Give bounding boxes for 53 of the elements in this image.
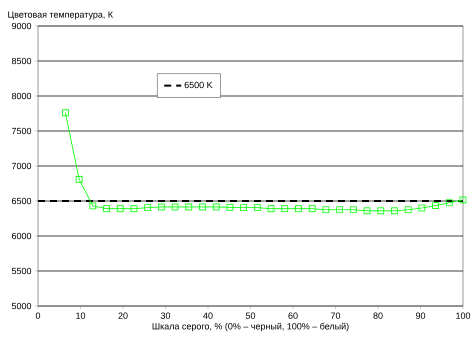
x-tick-label: 0 <box>36 312 40 319</box>
legend-label: 6500 K <box>184 82 212 88</box>
point <box>144 204 152 212</box>
y-tick-label: 7000 <box>12 162 32 170</box>
point <box>308 205 316 212</box>
point <box>391 207 398 214</box>
point <box>254 204 261 212</box>
y-tick-label: 8000 <box>12 92 32 100</box>
point <box>185 204 192 210</box>
y-tick-label: 5000 <box>12 302 32 310</box>
x-tick-label: 40 <box>203 312 213 319</box>
point <box>240 204 248 212</box>
y-tick-label: 7500 <box>12 128 32 134</box>
point <box>418 204 426 212</box>
point <box>350 206 357 214</box>
y-tick-label: 6500 <box>12 198 32 204</box>
point <box>295 205 302 212</box>
point <box>116 205 124 212</box>
x-tick-label: 80 <box>373 312 383 319</box>
point <box>268 205 274 212</box>
point <box>62 109 69 116</box>
point <box>322 206 330 214</box>
point <box>364 207 370 214</box>
x-tick-label: 60 <box>288 312 298 319</box>
point <box>404 206 412 214</box>
point <box>432 202 439 209</box>
x-tick-label: 100 <box>456 312 470 319</box>
y-tick-label: 8500 <box>12 58 32 64</box>
point <box>336 206 344 214</box>
point <box>281 205 288 212</box>
y-tick-label: 6000 <box>12 232 32 240</box>
point <box>76 176 83 183</box>
x-tick-label: 70 <box>330 312 340 319</box>
y-tick-label: 9000 <box>12 22 32 30</box>
x-tick-label: 10 <box>76 312 86 319</box>
x-tick-label: 90 <box>416 312 426 319</box>
point <box>226 204 234 211</box>
point <box>103 205 110 212</box>
x-tick-label: 30 <box>160 312 170 319</box>
x-tick-label: 50 <box>246 312 256 319</box>
point <box>172 204 179 210</box>
point <box>460 196 466 204</box>
y-tick-label: 5500 <box>12 268 32 274</box>
point <box>89 202 96 210</box>
point <box>377 207 384 214</box>
x-axis-title: Шкала серого, % (0% – черный, 100% – белый) <box>152 322 349 332</box>
x-tick-label: 20 <box>118 312 128 319</box>
point <box>199 204 206 210</box>
point <box>130 205 138 212</box>
y-axis-title: Цветовая температура, К <box>8 11 113 20</box>
point <box>212 204 220 210</box>
point <box>158 204 165 210</box>
point <box>446 199 453 206</box>
